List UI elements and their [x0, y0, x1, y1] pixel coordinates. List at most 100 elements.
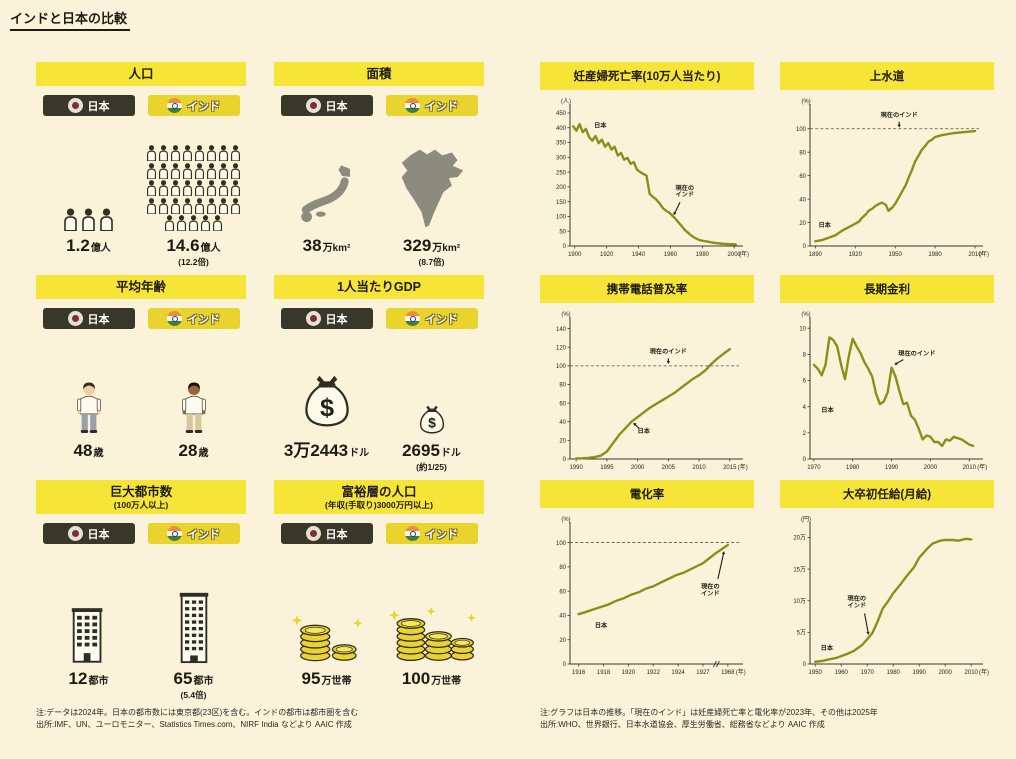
gold-coins-japan-icon — [291, 614, 363, 662]
svg-text:40: 40 — [799, 197, 806, 203]
india-value: 14.6億人 — [166, 236, 221, 255]
chart-water-supply: 上水道 0 20 40 60 80 100 (%) 1890 1920 1950 1980 2010(… — [780, 62, 994, 269]
chart-plot: 0 2 4 6 8 10 (%) 1970 1980 1990 2000 2010 (年) 日本 現在のイン… — [780, 309, 994, 479]
svg-text:0: 0 — [803, 662, 807, 668]
svg-text:4: 4 — [803, 405, 807, 411]
chart-graduate-starting-salary: 大卒初任給(月給) 0 5万 10万 15万 20万 (円) 1950 1960 1970 198… — [780, 480, 994, 702]
person-icon — [171, 197, 180, 214]
card-population: 人口 日本 1.2億人 — [36, 62, 246, 269]
svg-text:1960: 1960 — [835, 670, 849, 676]
person-icon — [207, 162, 216, 179]
chart-plot: 0 20 40 60 80 100 (%) 1916 1918 1920 1922 1924 1927 1… — [540, 514, 754, 684]
card-title-line1: 巨大都市数 — [109, 485, 173, 499]
india-flag-icon — [405, 311, 420, 326]
svg-text:(年): (年) — [977, 463, 987, 471]
svg-text:日本: 日本 — [595, 622, 608, 630]
person-icon — [82, 208, 95, 231]
svg-text:10万: 10万 — [793, 598, 806, 605]
japan-value: 95万世帯 — [301, 669, 352, 688]
chart-title: 大卒初任給(月給) — [780, 480, 994, 508]
chart-long-term-interest: 長期金利 0 2 4 6 8 10 (%) 1970 1980 1990 2000 2010 (年) 日本… — [780, 275, 994, 474]
svg-text:140: 140 — [556, 327, 567, 333]
svg-text:150: 150 — [556, 200, 567, 206]
india-value: 2695ドル — [402, 441, 461, 460]
building-japan-icon — [71, 608, 102, 663]
person-icon — [147, 145, 156, 161]
india-badge-label: インド — [425, 528, 458, 541]
svg-text:2005: 2005 — [662, 465, 676, 471]
svg-text:2000: 2000 — [924, 465, 938, 471]
chart-electrification: 電化率 0 20 40 60 80 100 (%) 1916 1918 1920 1922 1924 1… — [540, 480, 754, 702]
svg-text:300: 300 — [556, 156, 567, 162]
svg-text:15万: 15万 — [793, 566, 806, 573]
india-badge: インド — [385, 308, 478, 329]
india-badge-label: インド — [187, 313, 220, 326]
svg-text:100: 100 — [556, 215, 567, 221]
svg-text:現在のインド: 現在のインド — [881, 111, 918, 119]
svg-text:1970: 1970 — [807, 465, 821, 471]
person-icon — [219, 145, 228, 161]
japan-column: 日本 — [274, 523, 379, 702]
footnote-right: 注:グラフは日本の推移。「現在のインド」は妊産婦死亡率と電化率が2023年、その… — [540, 707, 992, 732]
line-chart-svg: 0 20 40 60 80 100 (%) 1916 1918 1920 1922 1924 1927 1… — [556, 517, 746, 676]
svg-text:現在のインド: 現在のインド — [848, 595, 867, 610]
japan-column: 日本 1.2億人 — [36, 95, 141, 269]
svg-text:350: 350 — [556, 141, 567, 147]
india-badge-label: インド — [425, 100, 458, 113]
chart-title: 長期金利 — [780, 275, 994, 303]
card-title: 平均年齢 — [36, 275, 246, 299]
line-chart-svg: 0 20 40 60 80 100 (%) 1890 1920 1950 1980 2010(年) 日本… — [796, 99, 989, 258]
svg-text:(年): (年) — [738, 463, 748, 471]
japan-column: 日本 — [36, 308, 141, 474]
svg-text:1900: 1900 — [568, 252, 582, 258]
person-icon — [231, 145, 240, 161]
person-icon — [231, 180, 240, 196]
svg-text:1920: 1920 — [849, 252, 863, 258]
india-value: 100万世帯 — [401, 669, 462, 688]
japan-badge: 日本 — [42, 95, 135, 116]
svg-text:1940: 1940 — [632, 252, 646, 258]
person-icon — [171, 180, 180, 196]
svg-text:(年): (年) — [979, 250, 989, 258]
card-title-line1: 面積 — [366, 67, 392, 81]
svg-text:60: 60 — [559, 401, 566, 407]
india-ratio: (12.2倍) — [178, 257, 209, 267]
footnote-note: 注:グラフは日本の推移。「現在のインド」は妊産婦死亡率と電化率が2023年、その… — [540, 708, 878, 717]
chart-mobile-penetration: 携帯電話普及率 0 20 40 60 80 100 120 140 (%) 1990 1995 200… — [540, 275, 754, 474]
india-value: 329万km² — [402, 236, 461, 255]
svg-text:2010: 2010 — [963, 465, 977, 471]
person-icon — [219, 180, 228, 196]
japan-value: 1.2億人 — [66, 236, 111, 255]
footnote-note: 注:データは2024年。日本の都市数には東京都(23区)を含む。インドの都市は都… — [36, 708, 359, 717]
card-area: 面積 日本 — [274, 62, 484, 269]
svg-text:100: 100 — [556, 364, 567, 370]
person-icon — [171, 145, 180, 161]
svg-text:2000: 2000 — [631, 465, 645, 471]
comparison-cards: 人口 日本 1.2億人 — [36, 62, 484, 702]
svg-text:1980: 1980 — [846, 465, 860, 471]
person-icon — [231, 197, 240, 214]
svg-text:0: 0 — [563, 662, 567, 668]
chart-plot: 0 20 40 60 80 100 (%) 1890 1920 1950 1980 2010 (年) 日本… — [780, 96, 994, 266]
svg-text:2010: 2010 — [968, 252, 982, 258]
svg-text:0: 0 — [563, 457, 567, 463]
chart-title: 上水道 — [780, 62, 994, 90]
india-column: インド 14.6億人 (12.2倍) — [141, 95, 246, 269]
svg-text:日本: 日本 — [594, 122, 607, 130]
svg-text:1890: 1890 — [809, 252, 823, 258]
india-flag-icon — [405, 526, 420, 542]
svg-text:1924: 1924 — [671, 670, 685, 676]
svg-text:0: 0 — [803, 244, 807, 250]
japan-column: 日本 38万km² — [274, 95, 379, 269]
person-icon — [147, 162, 156, 179]
person-icon — [207, 145, 216, 161]
card-title: 人口 — [36, 62, 246, 86]
svg-text:10: 10 — [799, 326, 806, 332]
japan-flag-icon — [305, 311, 321, 326]
person-icon — [100, 208, 113, 231]
japan-flag-icon — [67, 526, 83, 542]
india-column: インド 329万km² (8.7倍) — [379, 95, 484, 269]
chart-title: 妊産婦死亡率(10万人当たり) — [540, 62, 754, 90]
person-icon — [177, 215, 186, 231]
